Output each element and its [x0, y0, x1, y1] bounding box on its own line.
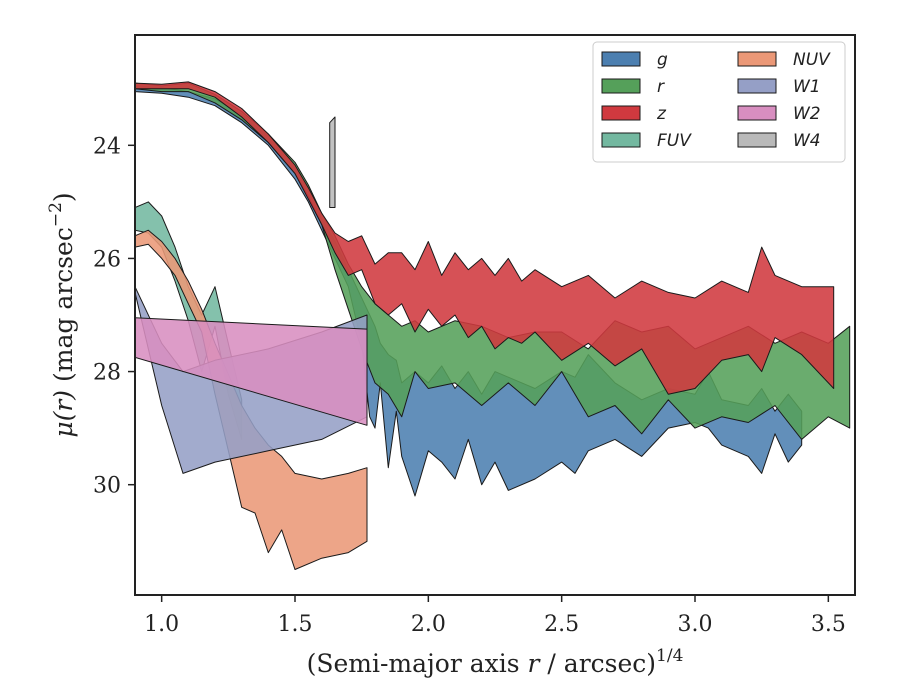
x-tick-label: 2.0	[411, 612, 446, 637]
series-area-w4	[329, 116, 336, 208]
legend-label-w4: W4	[793, 131, 821, 151]
y-tick-label: 30	[93, 474, 121, 499]
legend-label-z: z	[656, 104, 667, 124]
legend-label-fuv: FUV	[657, 131, 692, 151]
legend-swatch-w1	[737, 78, 777, 94]
legend-label-r: r	[657, 77, 665, 97]
y-axis-ticks: 24 26 28 30	[93, 134, 135, 499]
legend-swatch-r	[601, 78, 641, 94]
legend-frame	[592, 41, 846, 163]
plot-frame	[134, 34, 856, 596]
series-area-z	[135, 81, 835, 395]
legend-swatch-w2	[737, 105, 777, 121]
y-tick-label: 28	[93, 361, 121, 386]
x-tick-label: 3.0	[678, 612, 713, 637]
x-tick-label: 1.5	[278, 612, 313, 637]
legend-label-w1: W1	[793, 77, 821, 97]
legend-label-w2: W2	[793, 104, 821, 124]
x-axis-ticks: 1.0 1.5 2.0 2.5 3.0 3.5	[144, 595, 846, 637]
legend-swatch-nuv	[737, 51, 777, 67]
y-axis-label: μ(r) (mag arcsec−2)	[46, 192, 78, 437]
x-tick-label: 1.0	[144, 612, 179, 637]
series-area-nuv	[135, 229, 368, 570]
y-tick-label: 24	[93, 134, 121, 159]
x-axis-label: (Semi-major axis r / arcsec)1/4	[307, 646, 684, 678]
legend-swatch-fuv	[601, 132, 641, 148]
series-areas	[135, 81, 851, 570]
series-area-w2	[135, 317, 368, 426]
y-tick-label: 26	[93, 247, 121, 272]
legend-label-g: g	[657, 50, 668, 70]
x-tick-label: 2.5	[544, 612, 579, 637]
legend-swatch-g	[601, 51, 641, 67]
legend: grz FUV NUV W1 W2 W4	[592, 41, 846, 163]
legend-swatch-w4	[737, 132, 777, 148]
legend-swatch-z	[601, 105, 641, 121]
legend-label-nuv: NUV	[793, 50, 831, 70]
x-tick-label: 3.5	[811, 612, 846, 637]
